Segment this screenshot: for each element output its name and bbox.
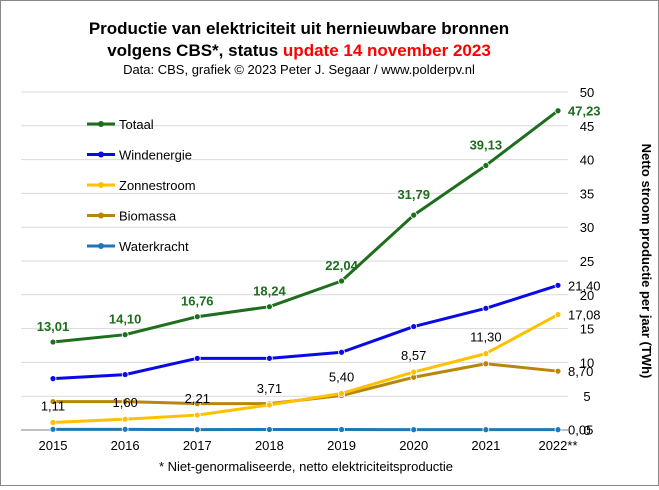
data-point: [194, 355, 200, 361]
x-tick-label: 2015: [39, 438, 68, 453]
data-point: [411, 212, 417, 218]
data-label: 22,04: [325, 258, 358, 273]
data-label: 8,57: [401, 348, 426, 363]
data-label: 18,24: [253, 284, 286, 299]
chart-title-line2: volgens CBS*, status update 14 november …: [107, 41, 491, 60]
data-label: 3,71: [257, 381, 282, 396]
legend-label: Biomassa: [119, 209, 177, 224]
data-label: 0,05: [568, 423, 593, 438]
data-label: 1,60: [112, 395, 137, 410]
data-point: [50, 339, 56, 345]
data-label: 5,40: [329, 369, 354, 384]
data-point: [266, 355, 272, 361]
data-point: [122, 426, 128, 432]
data-point: [266, 427, 272, 433]
legend-swatch-marker: [98, 182, 104, 188]
data-point: [122, 372, 128, 378]
y-tick-label: 50: [580, 85, 594, 100]
title-prefix: volgens CBS*, status: [107, 41, 283, 60]
chart-source: Data: CBS, grafiek © 2023 Peter J. Segaa…: [123, 62, 475, 77]
data-label: 11,30: [470, 330, 502, 345]
data-point: [483, 305, 489, 311]
data-label: 8,70: [568, 364, 593, 379]
legend-label: Totaal: [119, 117, 154, 132]
data-label: 1,11: [41, 398, 65, 413]
data-point: [194, 412, 200, 418]
y-tick-label: 30: [580, 220, 594, 235]
data-point: [555, 427, 561, 433]
data-point: [50, 419, 56, 425]
data-point: [339, 427, 345, 433]
x-tick-label: 2020: [399, 438, 428, 453]
legend-swatch-marker: [98, 152, 104, 158]
chart-title-line1: Productie van elektriciteit uit hernieuw…: [89, 19, 509, 38]
data-point: [555, 108, 561, 114]
legend-swatch-marker: [98, 121, 104, 127]
data-point: [411, 324, 417, 330]
data-point: [555, 282, 561, 288]
y-tick-label: 25: [580, 254, 594, 269]
legend-label: Waterkracht: [119, 239, 189, 254]
data-label: 14,10: [109, 312, 142, 327]
y-tick-label: 15: [580, 322, 594, 337]
data-point: [411, 369, 417, 375]
data-point: [50, 426, 56, 432]
data-point: [50, 376, 56, 382]
data-label: 17,08: [568, 308, 601, 323]
y-tick-label: 45: [580, 119, 594, 134]
data-label: 2,21: [185, 391, 210, 406]
y-axis-label: Netto stroom productie per jaar (TWh): [639, 144, 654, 379]
data-point: [266, 402, 272, 408]
data-point: [483, 361, 489, 367]
y-tick-label: 5: [583, 389, 590, 404]
legend-swatch-marker: [98, 213, 104, 219]
x-tick-label: 2019: [327, 438, 356, 453]
data-label: 13,01: [37, 319, 70, 334]
y-tick-label: 35: [580, 186, 594, 201]
data-point: [411, 427, 417, 433]
data-point: [483, 351, 489, 357]
data-point: [555, 368, 561, 374]
legend-label: Zonnestroom: [119, 178, 196, 193]
data-label: 47,23: [568, 104, 601, 119]
data-label: 39,13: [470, 137, 503, 152]
data-point: [194, 314, 200, 320]
x-tick-label: 2017: [183, 438, 212, 453]
data-point: [122, 332, 128, 338]
x-tick-label: 2016: [111, 438, 140, 453]
data-point: [555, 312, 561, 318]
data-point: [122, 416, 128, 422]
data-label: 31,79: [397, 187, 430, 202]
data-label: 16,76: [181, 294, 214, 309]
x-tick-label: 2018: [255, 438, 284, 453]
x-tick-label: 2022**: [538, 438, 577, 453]
title-highlight: update 14 november 2023: [283, 41, 491, 60]
data-point: [483, 162, 489, 168]
y-tick-label: 40: [580, 153, 594, 168]
data-point: [339, 390, 345, 396]
x-tick-label: 2021: [471, 438, 500, 453]
data-point: [339, 349, 345, 355]
data-point: [266, 304, 272, 310]
data-point: [339, 278, 345, 284]
data-point: [194, 427, 200, 433]
footnote: * Niet-genormaliseerde, netto elektricit…: [159, 459, 453, 474]
legend-swatch-marker: [98, 243, 104, 249]
legend-label: Windenergie: [119, 148, 192, 163]
data-point: [483, 427, 489, 433]
data-label: 21,40: [568, 278, 601, 293]
